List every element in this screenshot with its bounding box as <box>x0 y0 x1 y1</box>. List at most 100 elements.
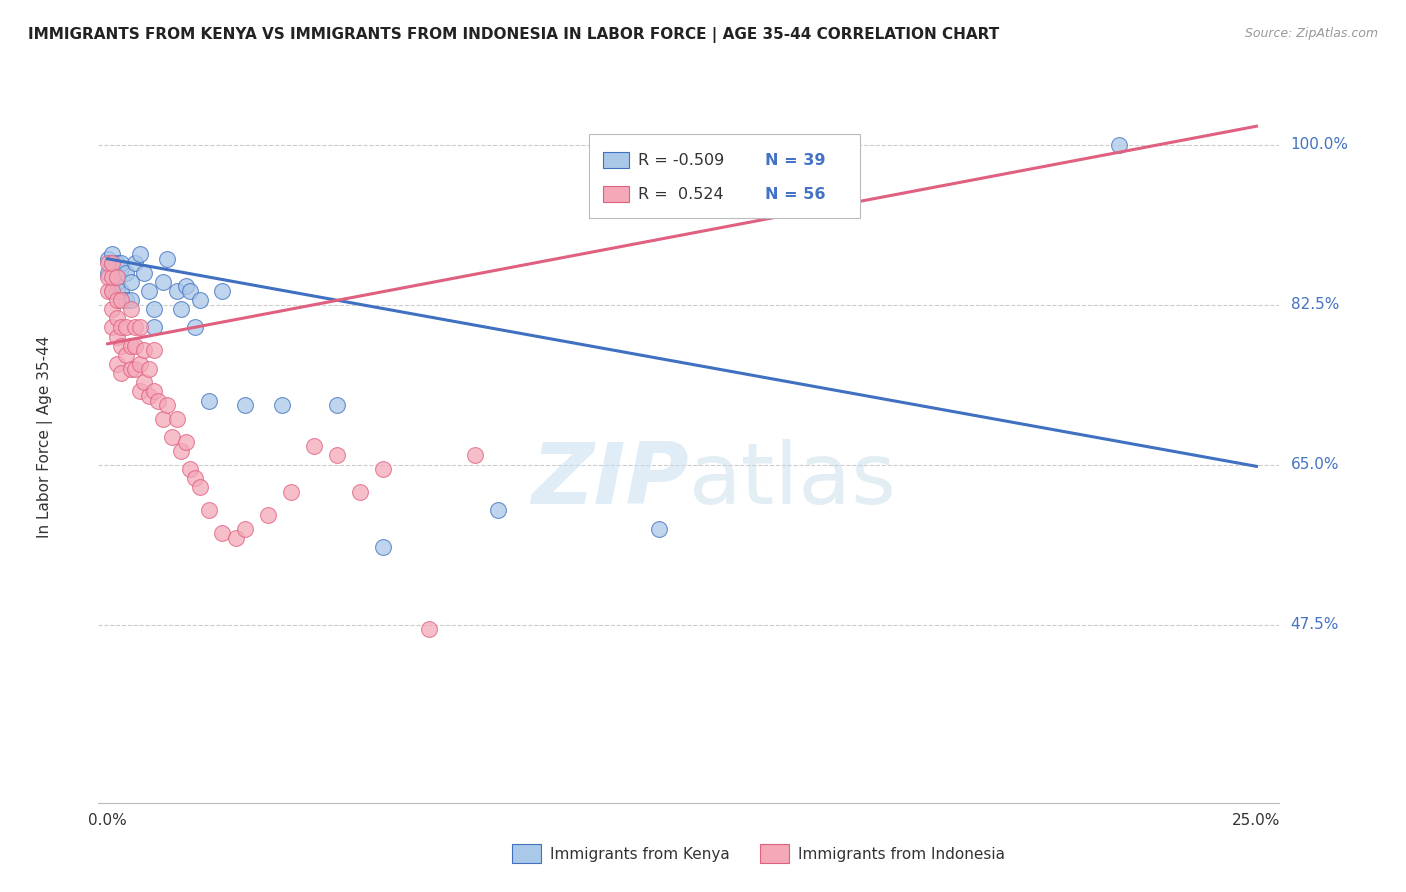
Point <box>115 348 138 362</box>
Point <box>373 540 395 554</box>
Point <box>271 398 294 412</box>
Point <box>120 338 142 352</box>
Point <box>280 485 302 500</box>
Point <box>464 448 486 462</box>
Point <box>110 260 132 275</box>
Point <box>115 293 138 307</box>
Text: N = 56: N = 56 <box>765 186 825 202</box>
Point <box>97 256 120 270</box>
Point <box>105 293 128 307</box>
Point <box>142 301 165 317</box>
Point <box>235 521 257 535</box>
Point <box>115 266 138 280</box>
Point <box>120 293 142 307</box>
Point <box>156 398 179 412</box>
Text: 65.0%: 65.0% <box>1291 457 1339 472</box>
Point <box>97 252 120 266</box>
Point <box>211 526 233 541</box>
Point <box>105 270 128 285</box>
Point <box>115 320 138 334</box>
Point <box>120 275 142 289</box>
Point <box>101 284 124 298</box>
Point <box>1108 137 1130 152</box>
Point <box>225 531 247 545</box>
Text: Immigrants from Kenya: Immigrants from Kenya <box>550 847 730 862</box>
Point <box>166 284 188 298</box>
FancyBboxPatch shape <box>512 845 541 863</box>
Point <box>105 266 128 280</box>
Point <box>105 256 128 270</box>
FancyBboxPatch shape <box>589 134 860 218</box>
Point <box>160 430 183 444</box>
Point <box>124 256 146 270</box>
Point <box>188 293 211 307</box>
Text: R = -0.509: R = -0.509 <box>638 153 724 168</box>
Text: 100.0%: 100.0% <box>1291 137 1348 152</box>
Point <box>124 338 146 352</box>
Text: 47.5%: 47.5% <box>1291 617 1339 632</box>
Point <box>152 412 174 426</box>
Point <box>124 361 146 376</box>
Point <box>179 462 201 476</box>
Point <box>101 284 124 298</box>
Point <box>110 293 132 307</box>
Point <box>418 622 440 636</box>
Point <box>170 443 193 458</box>
Point <box>97 266 120 280</box>
Text: IMMIGRANTS FROM KENYA VS IMMIGRANTS FROM INDONESIA IN LABOR FORCE | AGE 35-44 CO: IMMIGRANTS FROM KENYA VS IMMIGRANTS FROM… <box>28 27 1000 43</box>
Point <box>184 471 207 485</box>
Point <box>184 320 207 334</box>
Point <box>373 462 395 476</box>
Point <box>134 343 156 358</box>
Point <box>235 398 257 412</box>
Point <box>105 311 128 326</box>
Point <box>128 357 150 371</box>
Point <box>105 284 128 298</box>
Point <box>304 439 326 453</box>
Text: 82.5%: 82.5% <box>1291 297 1339 312</box>
FancyBboxPatch shape <box>759 845 789 863</box>
Point <box>197 503 219 517</box>
Text: R =  0.524: R = 0.524 <box>638 186 724 202</box>
Point <box>138 284 160 298</box>
Point <box>170 301 193 317</box>
Point <box>101 270 124 285</box>
Point <box>142 343 165 358</box>
Point <box>134 376 156 390</box>
Point <box>97 270 120 285</box>
Point <box>101 256 124 270</box>
Point <box>197 393 219 408</box>
Point <box>128 320 150 334</box>
Point <box>142 384 165 399</box>
Point <box>105 357 128 371</box>
Point <box>120 361 142 376</box>
Point <box>134 266 156 280</box>
Text: In Labor Force | Age 35-44: In Labor Force | Age 35-44 <box>38 336 53 538</box>
Point <box>188 480 211 494</box>
Point <box>120 301 142 317</box>
Point <box>486 503 509 517</box>
Point <box>211 284 233 298</box>
FancyBboxPatch shape <box>603 153 628 169</box>
Point <box>257 508 280 522</box>
Text: atlas: atlas <box>689 440 897 523</box>
Point <box>138 361 160 376</box>
Point <box>326 398 349 412</box>
Point <box>128 247 150 261</box>
Point <box>142 320 165 334</box>
Point <box>110 366 132 380</box>
Point <box>166 412 188 426</box>
Text: ZIP: ZIP <box>531 440 689 523</box>
Point <box>156 252 179 266</box>
Point <box>105 329 128 343</box>
Point <box>174 434 197 449</box>
Point <box>101 320 124 334</box>
Point <box>101 256 124 270</box>
Point <box>101 247 124 261</box>
Point <box>179 284 201 298</box>
Point <box>105 275 128 289</box>
Point <box>128 384 150 399</box>
Point <box>97 284 120 298</box>
Point <box>110 284 132 298</box>
Point <box>349 485 371 500</box>
